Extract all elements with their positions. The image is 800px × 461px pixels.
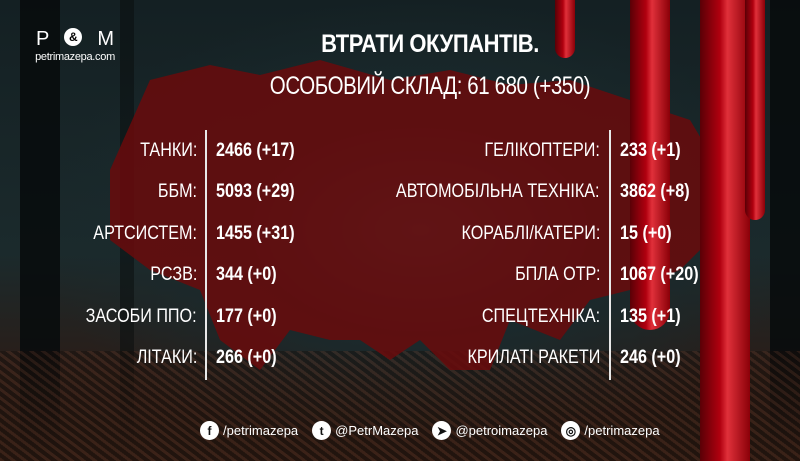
stat-value: 2466 (+17)	[216, 139, 295, 161]
stat-row: КРИЛАТІ РАКЕТИ	[330, 338, 600, 380]
stat-label: АВТОМОБІЛЬНА ТЕХНІКА:	[396, 181, 600, 203]
stat-row: 5093 (+29)	[216, 172, 386, 214]
stat-label: СПЕЦТЕХНІКА:	[481, 305, 600, 327]
stat-value: 233 (+1)	[620, 139, 681, 161]
blood-drip	[555, 0, 575, 58]
stat-row: 15 (+0)	[620, 213, 790, 255]
stat-row: 266 (+0)	[216, 338, 386, 380]
social-link[interactable]: ➤ @petroimazepa	[432, 421, 547, 440]
stat-value: 135 (+1)	[620, 305, 681, 327]
right-values: 233 (+1) 3862 (+8) 15 (+0) 1067 (+20) 135 (+…	[620, 130, 790, 379]
stat-label: БПЛА ОТР:	[514, 264, 600, 286]
stat-value: 344 (+0)	[216, 264, 277, 286]
right-labels: ГЕЛІКОПТЕРИ: АВТОМОБІЛЬНА ТЕХНІКА: КОРАБЛІ…	[330, 130, 600, 379]
logo-letter: P	[36, 28, 50, 50]
stat-row: ББМ:	[0, 172, 197, 214]
stat-value: 177 (+0)	[216, 305, 277, 327]
stat-value: 5093 (+29)	[216, 181, 295, 203]
stat-value: 246 (+0)	[620, 347, 681, 369]
social-links: f/petrimazepa t @PetrMazepa ➤ @petroimazepa ◎…	[200, 421, 660, 440]
stat-label: ББМ:	[157, 181, 197, 203]
social-handle: /petrimazepa	[223, 423, 299, 438]
stat-label: ЛІТАКИ:	[136, 347, 197, 369]
stat-row: 3862 (+8)	[620, 172, 790, 214]
left-values: 2466 (+17) 5093 (+29) 1455 (+31) 344 (+0) 17…	[216, 130, 386, 379]
stat-row: АВТОМОБІЛЬНА ТЕХНІКА:	[330, 172, 600, 214]
stat-row: БПЛА ОТР:	[330, 255, 600, 297]
stat-value: 266 (+0)	[216, 347, 277, 369]
stat-label: КОРАБЛІ/КАТЕРИ:	[461, 222, 600, 244]
blood-drip	[745, 0, 765, 220]
stat-row: ЛІТАКИ:	[0, 338, 197, 380]
subtitle: ОСОБОВИЙ СКЛАД: 61 680 (+350)	[269, 72, 591, 100]
stat-label: ЗАСОБИ ППО:	[85, 305, 197, 327]
ukraine-map	[110, 60, 720, 370]
stat-row: 1455 (+31)	[216, 213, 386, 255]
left-labels: ТАНКИ: ББМ: АРТСИСТЕМ: РСЗВ: ЗАСОБИ ППО: ЛІТА…	[0, 130, 197, 379]
forest-floor	[0, 351, 800, 461]
stat-row: 246 (+0)	[620, 338, 790, 380]
stat-row: 177 (+0)	[216, 296, 386, 338]
title: ВТРАТИ ОКУПАНТІВ.	[321, 30, 539, 58]
logo-amp: &	[64, 28, 83, 46]
stat-value: 1455 (+31)	[216, 222, 295, 244]
stat-row: КОРАБЛІ/КАТЕРИ:	[330, 213, 600, 255]
instagram-icon: ◎	[561, 421, 581, 440]
telegram-icon: ➤	[432, 421, 452, 440]
stat-row: СПЕЦТЕХНІКА:	[330, 296, 600, 338]
stat-value: 3862 (+8)	[620, 181, 690, 203]
blood-drip	[630, 0, 670, 330]
social-handle: @PetrMazepa	[335, 423, 419, 438]
logo-letter: M	[97, 28, 114, 50]
twitter-icon: t	[312, 421, 332, 440]
blood-drip	[700, 0, 750, 461]
stat-row: 344 (+0)	[216, 255, 386, 297]
stat-value: 15 (+0)	[620, 222, 672, 244]
stat-label: ГЕЛІКОПТЕРИ:	[484, 139, 600, 161]
social-link[interactable]: f/petrimazepa	[200, 421, 298, 440]
stat-label: РСЗВ:	[149, 264, 197, 286]
stat-row: 1067 (+20)	[620, 255, 790, 297]
stat-row: ГЕЛІКОПТЕРИ:	[330, 130, 600, 172]
facebook-icon: f	[200, 421, 219, 440]
stat-row: 135 (+1)	[620, 296, 790, 338]
social-link[interactable]: ◎/petrimazepa	[561, 421, 660, 440]
stat-label: КРИЛАТІ РАКЕТИ	[467, 347, 600, 369]
social-link[interactable]: t @PetrMazepa	[312, 421, 418, 440]
stat-row: 233 (+1)	[620, 130, 790, 172]
stat-row: ТАНКИ:	[0, 130, 197, 172]
stat-row: РСЗВ:	[0, 255, 197, 297]
logo: P & M petrimazepa.com	[30, 28, 120, 63]
stat-row: 2466 (+17)	[216, 130, 386, 172]
divider	[205, 130, 207, 380]
divider	[609, 130, 611, 380]
stat-label: АРТСИСТЕМ:	[93, 222, 197, 244]
logo-site: petrimazepa.com	[35, 51, 115, 63]
stat-value: 1067 (+20)	[620, 264, 699, 286]
stat-row: АРТСИСТЕМ:	[0, 213, 197, 255]
stat-row: ЗАСОБИ ППО:	[0, 296, 197, 338]
social-handle: /petrimazepa	[584, 423, 660, 438]
social-handle: @petroimazepa	[455, 423, 548, 438]
stat-label: ТАНКИ:	[139, 139, 197, 161]
